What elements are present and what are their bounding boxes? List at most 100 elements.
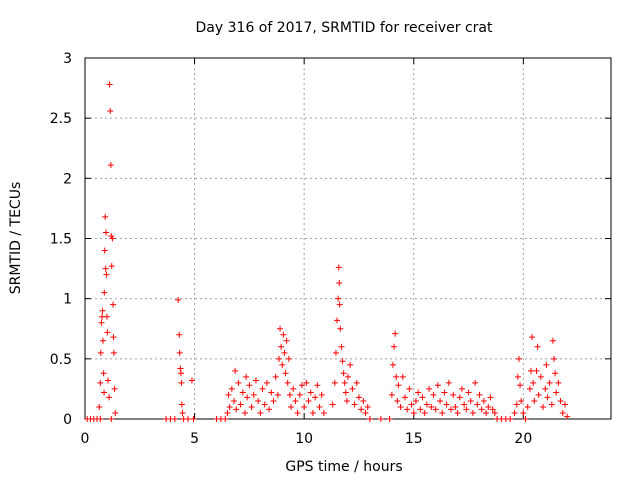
data-point	[336, 301, 343, 308]
data-point	[531, 397, 538, 404]
data-point	[526, 385, 533, 392]
data-point	[443, 401, 450, 408]
data-point	[469, 409, 476, 416]
data-point	[487, 394, 494, 401]
data-point	[530, 379, 537, 386]
data-point	[448, 406, 455, 413]
data-point	[353, 379, 360, 386]
data-point	[243, 373, 250, 380]
data-point	[338, 343, 345, 350]
data-point	[386, 416, 393, 422]
data-point	[349, 385, 356, 392]
data-point	[476, 391, 483, 398]
data-point	[537, 373, 544, 380]
data-point	[268, 389, 275, 396]
data-point	[108, 263, 115, 270]
data-point	[401, 394, 408, 401]
data-point	[288, 403, 295, 410]
data-point	[280, 331, 287, 338]
data-point	[491, 409, 498, 416]
data-point	[224, 409, 231, 416]
data-point	[175, 296, 182, 303]
data-point	[112, 409, 119, 416]
data-point	[534, 343, 541, 350]
data-point	[441, 389, 448, 396]
data-point	[480, 397, 487, 404]
data-point	[275, 355, 282, 362]
data-point	[341, 379, 348, 386]
data-point	[296, 391, 303, 398]
data-point	[364, 403, 371, 410]
data-point	[248, 403, 255, 410]
data-point	[277, 325, 284, 332]
data-point	[102, 265, 109, 272]
data-point	[395, 382, 402, 389]
data-point	[542, 385, 549, 392]
data-point	[307, 389, 314, 396]
data-point	[241, 409, 248, 416]
data-point	[331, 379, 338, 386]
data-point	[222, 416, 229, 422]
data-point	[272, 373, 279, 380]
data-point	[101, 389, 108, 396]
data-point	[419, 394, 426, 401]
data-point	[485, 403, 492, 410]
data-point	[101, 247, 108, 254]
data-point	[103, 271, 110, 278]
data-point	[106, 394, 113, 401]
data-point	[430, 391, 437, 398]
x-tick-label: 5	[190, 431, 199, 447]
data-point	[474, 401, 481, 408]
data-point	[540, 403, 547, 410]
data-point	[312, 394, 319, 401]
data-point	[178, 379, 185, 386]
data-point	[231, 397, 238, 404]
data-point	[524, 403, 531, 410]
y-tick-label: 2	[63, 171, 72, 187]
data-point	[104, 329, 111, 336]
data-point	[110, 301, 117, 308]
data-point	[518, 397, 525, 404]
data-point	[415, 389, 422, 396]
data-point	[278, 343, 285, 350]
data-point	[335, 295, 342, 302]
data-point	[366, 416, 373, 422]
data-point	[399, 373, 406, 380]
data-point	[454, 409, 461, 416]
data-point	[355, 394, 362, 401]
data-point	[281, 349, 288, 356]
data-point	[259, 385, 266, 392]
data-point	[294, 409, 301, 416]
data-point	[397, 403, 404, 410]
y-tick-label: 1	[63, 292, 72, 308]
data-point	[543, 361, 550, 368]
y-tick-label: 2.5	[50, 111, 72, 127]
tick-labels: 0 0.5 1 1.5 2 2.5 3 0 5 10 15 20	[50, 51, 533, 447]
data-point	[465, 389, 472, 396]
data-point	[553, 389, 560, 396]
data-point	[388, 391, 395, 398]
data-point	[303, 379, 310, 386]
data-point	[110, 349, 117, 356]
x-axis-label: GPS time / hours	[285, 459, 402, 475]
data-point	[335, 264, 342, 271]
data-point	[107, 162, 114, 169]
data-point	[290, 385, 297, 392]
data-point	[108, 416, 115, 422]
data-point	[439, 409, 446, 416]
data-point	[394, 397, 401, 404]
data-point	[561, 401, 568, 408]
data-point	[483, 409, 490, 416]
data-point	[96, 403, 103, 410]
data-point	[520, 409, 527, 416]
data-point	[423, 401, 430, 408]
data-point	[283, 337, 290, 344]
y-tick-label: 3	[63, 51, 72, 67]
data-point	[339, 358, 346, 365]
data-point	[535, 391, 542, 398]
data-point	[246, 382, 253, 389]
data-point	[188, 377, 195, 384]
data-point	[557, 397, 564, 404]
data-point	[109, 235, 116, 242]
